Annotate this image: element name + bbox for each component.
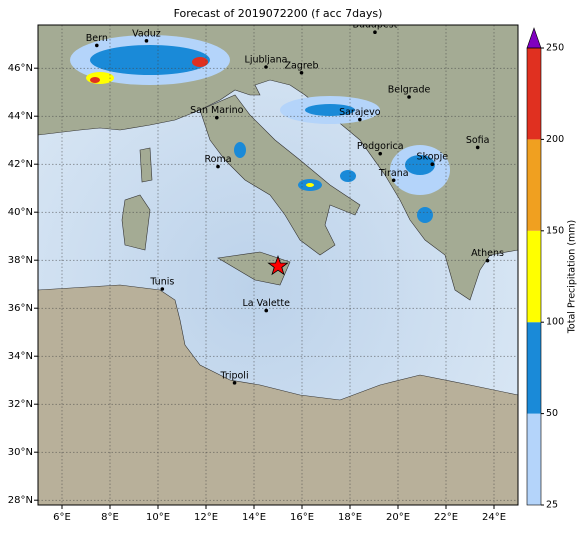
colorbar-segment (527, 413, 541, 505)
colorbar-segment (527, 48, 541, 140)
axes: 6°E 8°E 10°E 12°E 14°E 16°E 18°E 20°E 22°E 24°E 28… (8, 63, 506, 523)
y-tick-label: 40°N (8, 207, 33, 218)
colorbar-frame (526, 47, 542, 506)
city-label: Tunis (149, 277, 174, 288)
colorbar-tick-label: 100 (546, 317, 564, 328)
x-tick-label: 14°E (242, 512, 266, 523)
colorbar-segment (527, 230, 541, 323)
precipitation (70, 35, 450, 223)
y-tick-label: 46°N (8, 63, 33, 74)
sicily (217, 251, 291, 286)
city-dot (264, 65, 268, 69)
city-label: Tripoli (220, 370, 249, 381)
city-label: Zagreb (285, 60, 319, 71)
grid (38, 25, 518, 505)
y-tick-label: 30°N (8, 447, 33, 458)
city-dot (430, 162, 435, 166)
corsica (139, 147, 153, 183)
city-dot (232, 381, 237, 385)
y-tick-label: 36°N (8, 303, 33, 314)
forecast-point (267, 254, 289, 276)
y-tick-label: 38°N (8, 255, 33, 266)
city-label: Roma (204, 154, 231, 165)
city-label: La Valette (242, 298, 290, 309)
x-tick-label: 8°E (101, 512, 119, 523)
colorbar-tick-label: 200 (546, 134, 564, 145)
city-dot (95, 43, 99, 48)
y-tick-label: 34°N (8, 351, 33, 362)
y-tick-label: 42°N (8, 159, 33, 170)
x-tick-label: 22°E (434, 512, 458, 523)
city-label: Belgrade (388, 85, 431, 96)
italy (199, 94, 361, 256)
colorbar-tick-label: 50 (546, 408, 558, 419)
colorbar-tick-label: 150 (546, 225, 564, 236)
x-tick-label: 16°E (290, 512, 314, 523)
map-title: Forecast of 2019072200 (f acc 7days) (174, 7, 383, 20)
x-tick-label: 10°E (146, 512, 170, 523)
city-dot (407, 95, 411, 99)
map-frame (37, 24, 519, 506)
city-label: Vaduz (132, 28, 161, 39)
colorbar: 25 50 100 150 200 250 Total Precipitation (mm) (526, 27, 578, 511)
city-label: San Marino (190, 105, 243, 116)
city-dot (358, 117, 362, 122)
city-label: Tirana (378, 168, 409, 179)
city-dot (299, 70, 304, 75)
city-label: Budapest (352, 20, 397, 31)
city-label: Ljubljana (245, 55, 288, 66)
europe (38, 25, 518, 301)
y-tick-label: 28°N (8, 495, 33, 506)
colorbar-label: Total Precipitation (mm) (567, 220, 578, 335)
colorbar-tick-label: 250 (546, 43, 564, 54)
city-dot (485, 258, 490, 263)
city-label: Bern (86, 33, 108, 44)
colorbar-segment (527, 139, 541, 231)
city-dot (391, 178, 396, 183)
city-label: Podgorica (357, 141, 404, 152)
x-tick-label: 18°E (338, 512, 362, 523)
city-dot (378, 151, 383, 156)
city-dot (216, 164, 220, 169)
colorbar-extension (526, 27, 542, 49)
city-dot (215, 115, 219, 120)
city-dot (264, 308, 269, 313)
city-dot (160, 287, 165, 291)
city-dot (475, 145, 480, 150)
colorbar-segment (527, 322, 541, 414)
city-label: Sarajevo (339, 107, 381, 118)
x-tick-label: 6°E (53, 512, 71, 523)
colorbar-tick-label: 25 (546, 500, 558, 511)
city-dot (373, 30, 377, 34)
y-tick-label: 44°N (8, 111, 33, 122)
x-tick-label: 20°E (386, 512, 410, 523)
city-dot (144, 39, 149, 43)
city-label: Athens (471, 248, 504, 259)
city-label: Skopje (417, 152, 449, 163)
x-tick-label: 24°E (482, 512, 506, 523)
x-tick-label: 12°E (194, 512, 218, 523)
sardinia (121, 194, 151, 251)
city-label: Sofia (466, 135, 490, 146)
y-tick-label: 32°N (8, 399, 33, 410)
